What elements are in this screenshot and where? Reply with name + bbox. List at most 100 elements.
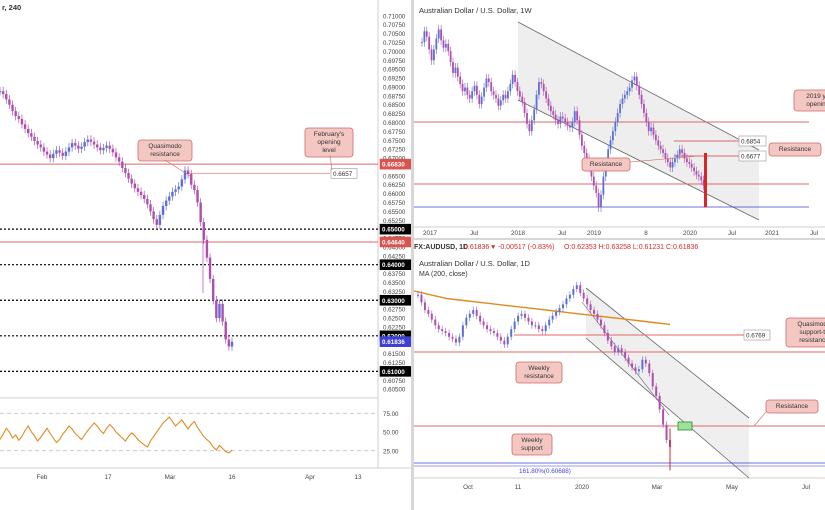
daily-candle-body xyxy=(586,298,589,305)
weekly-candle-body xyxy=(654,134,657,141)
h4-time-tick: Feb xyxy=(37,474,48,481)
weekly-last-candle xyxy=(704,152,707,208)
weekly-candle-body xyxy=(478,94,481,104)
h4-price-tick: 0.70500 xyxy=(383,31,406,38)
h4-candle-body xyxy=(177,186,180,190)
pane-divider-vertical[interactable] xyxy=(411,0,414,510)
daily-candle-body xyxy=(472,310,475,314)
weekly-candle-body xyxy=(454,67,457,74)
h4-candle-body xyxy=(67,147,71,152)
daily-candle-body xyxy=(561,304,564,309)
daily-candle-body xyxy=(461,325,464,337)
h4-level-tag-box xyxy=(379,158,411,170)
h4-last-price-tag-box xyxy=(379,336,411,347)
h4-candle-body xyxy=(230,341,234,347)
weekly-candle-body xyxy=(650,127,653,132)
weekly-candle-body xyxy=(580,134,583,146)
h4-candle-body xyxy=(117,157,121,162)
februarys-opening-level-label-box xyxy=(304,127,354,158)
weekly-candle-body xyxy=(533,109,536,121)
daily-candle-body xyxy=(662,409,665,425)
h4-candle-body xyxy=(215,300,218,319)
daily-candle-body xyxy=(565,298,568,305)
weekly-candle-body xyxy=(526,113,528,124)
h4-candle-body xyxy=(70,143,74,148)
weekly-candle-body xyxy=(690,163,693,168)
weekly-candle-body xyxy=(643,103,645,113)
daily-candle-body xyxy=(520,313,523,316)
daily-candle-body xyxy=(634,367,637,372)
weekly-candle-body xyxy=(449,51,452,63)
h4-candle-body xyxy=(5,94,8,100)
februarys-opening-level-label-text: level xyxy=(322,147,336,154)
h4-price-tick: 0.69500 xyxy=(383,67,406,74)
weekly-candle-body xyxy=(664,152,667,159)
h4-candle-body xyxy=(114,152,118,158)
h4-candle-body xyxy=(99,147,102,151)
weekly-candle-body xyxy=(623,94,626,99)
weekly-candle-body xyxy=(595,185,598,193)
weekly-candle-body xyxy=(602,176,605,195)
h4-price-tick: 0.65750 xyxy=(383,200,406,207)
daily-candle-body xyxy=(496,332,499,337)
pane-divider-horizontal[interactable] xyxy=(414,238,825,240)
daily-candle-body xyxy=(492,331,495,333)
h4-candle-body xyxy=(111,148,115,153)
weekly-candle-body xyxy=(693,167,695,172)
h4-level-tag-text: 0.63000 xyxy=(382,298,405,305)
h4-candle-body xyxy=(30,133,33,137)
weekly-candle-body xyxy=(597,192,600,208)
daily-candle-body xyxy=(489,329,492,332)
weekly-candle-body xyxy=(504,94,507,99)
h4-level-tag: 0.63000 xyxy=(379,294,411,306)
quasimodo-support-turned-resistance-label-box xyxy=(785,317,825,348)
h4-candle-body xyxy=(127,172,130,179)
daily-candle-body xyxy=(503,340,506,345)
h4-price-tick: 0.60750 xyxy=(383,378,406,385)
weekly-candle-body xyxy=(686,158,688,163)
h4-candle-body xyxy=(55,150,58,154)
weekly-time-tick: Jul xyxy=(810,230,818,237)
h4-background xyxy=(0,0,411,510)
h4-candle-body xyxy=(199,202,202,223)
weekly-candle-body xyxy=(452,62,454,74)
h4-level-tag: 0.66830 xyxy=(379,158,411,170)
h4-price-tick: 0.70000 xyxy=(383,49,406,56)
weekly-candle-body xyxy=(471,91,474,99)
daily-background xyxy=(414,240,825,510)
daily-candle-body xyxy=(437,325,440,330)
weekly-resistance-label-left: Resistance xyxy=(581,157,631,172)
weekly-candle-body xyxy=(676,154,679,159)
h4-candle-body xyxy=(95,144,99,148)
daily-target-box xyxy=(677,421,693,431)
weekly-candle-body xyxy=(502,94,505,101)
weekly-candle-body xyxy=(442,40,445,48)
h4-price-tick: 0.65250 xyxy=(383,218,406,225)
daily-time-tick: May xyxy=(726,484,739,491)
weekly-candle-body xyxy=(600,194,602,208)
daily-time-tick: Mar xyxy=(652,484,663,491)
weekly-candle-body xyxy=(464,87,466,92)
weekly-candle-body xyxy=(511,74,514,84)
weekly-candle-body xyxy=(557,120,559,124)
weekly-candle-body xyxy=(485,78,488,88)
h4-candle-body xyxy=(0,91,2,93)
h4-price-tick: 0.69250 xyxy=(383,76,406,83)
weekly-level-tag-box xyxy=(738,150,767,162)
daily-candle-body xyxy=(420,294,423,303)
daily-channel-upper xyxy=(585,287,750,419)
daily-candle-body xyxy=(517,315,520,322)
weekly-2019-opening-label-text: openin xyxy=(806,101,825,108)
h4-price-tick: 0.63750 xyxy=(383,271,406,278)
rsi-axis-tick: 25.00 xyxy=(383,448,399,455)
h4-candle-body xyxy=(174,189,177,192)
h4-price-tick: 0.66000 xyxy=(383,191,406,198)
rsi-axis-tick: 75.00 xyxy=(383,411,399,418)
daily-weekly-resistance-label-text: resistance xyxy=(524,373,554,380)
weekly-level-tag: 0.6854 xyxy=(738,135,767,147)
h4-last-price-tag: 0.61836 xyxy=(379,336,411,347)
daily-candle-body xyxy=(534,325,537,327)
daily-ma-label: MA (200, close) xyxy=(419,271,468,278)
